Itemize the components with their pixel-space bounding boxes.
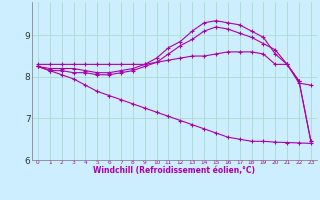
- X-axis label: Windchill (Refroidissement éolien,°C): Windchill (Refroidissement éolien,°C): [93, 166, 255, 175]
